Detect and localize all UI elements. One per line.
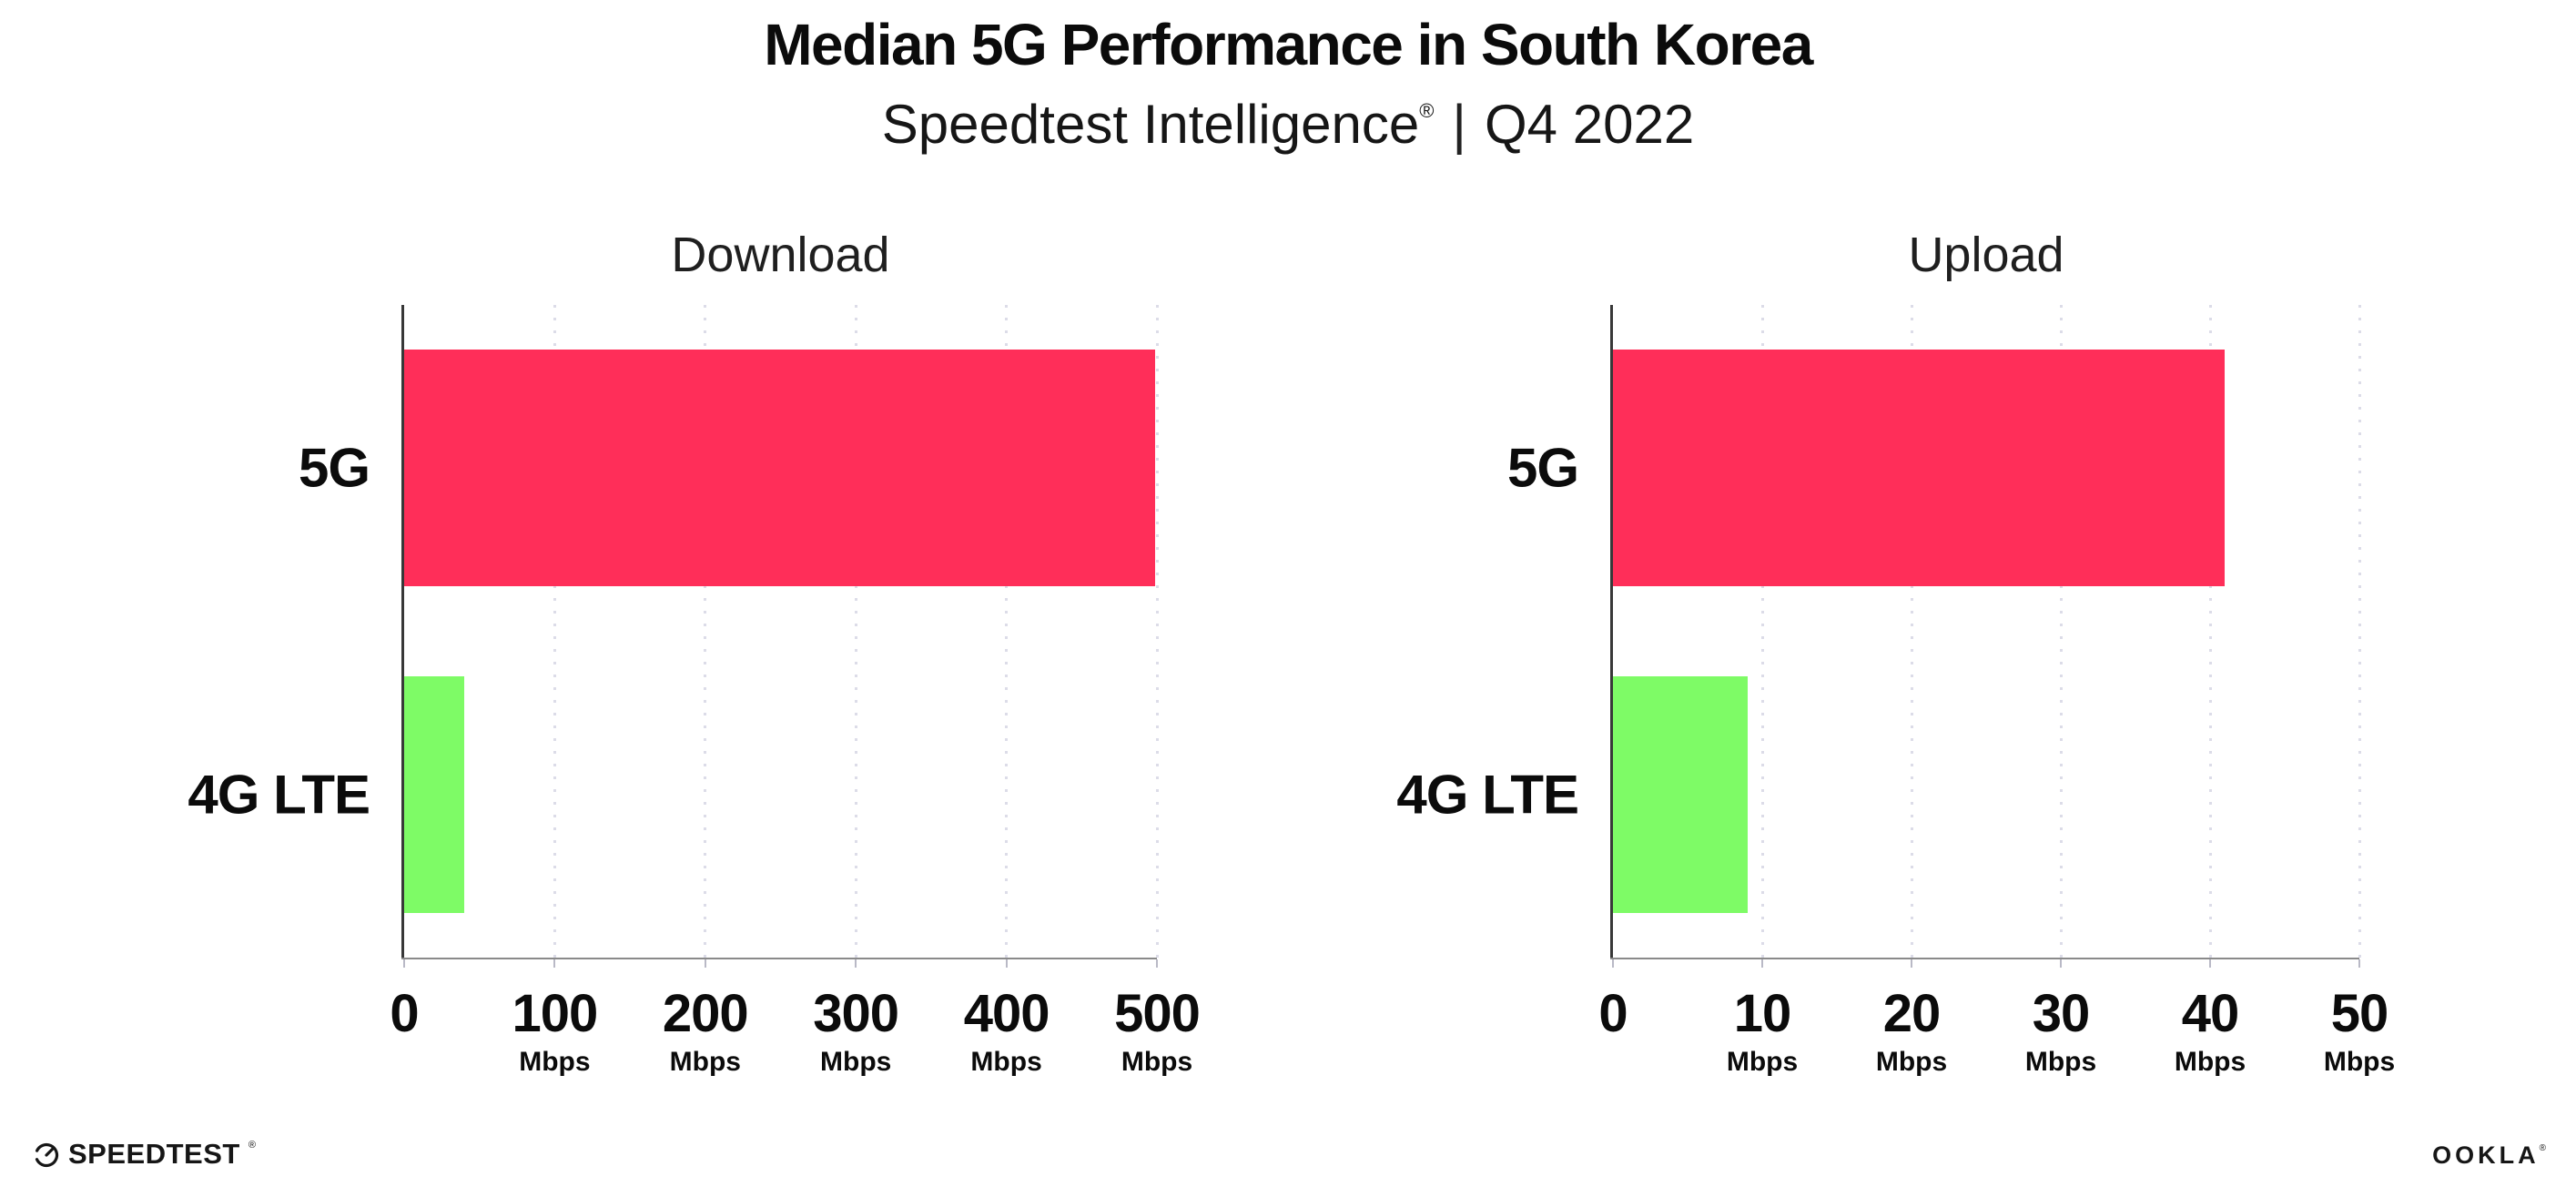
page-title: Median 5G Performance in South Korea (764, 12, 1813, 77)
axis-tick (704, 959, 706, 968)
x-tick-label: 30 (2032, 984, 2091, 1043)
axis-tick (855, 959, 857, 968)
category-label: 5G (298, 437, 370, 499)
subtitle-period: Q4 2022 (1485, 94, 1695, 155)
x-tick-label: 200 (662, 984, 749, 1043)
axis-tick (1156, 959, 1158, 968)
axis-tick (553, 959, 556, 968)
x-tick-unit-label: Mbps (1121, 1047, 1193, 1077)
gridline (2358, 305, 2361, 958)
x-tick-label: 20 (1882, 984, 1942, 1043)
speedtest-registered-icon: ® (248, 1140, 256, 1151)
x-tick-label: 0 (1598, 984, 1628, 1043)
x-tick-label: 100 (512, 984, 599, 1043)
gridline (2059, 305, 2063, 958)
axis-tick (1005, 959, 1008, 968)
chart-title: Upload (1908, 228, 2064, 282)
page-subtitle: Speedtest Intelligence® | Q4 2022 (0, 93, 2576, 156)
subtitle-separator: | (1452, 94, 1467, 155)
gridline (1005, 305, 1009, 958)
bar-5g (404, 350, 1156, 587)
category-label: 5G (1506, 437, 1579, 499)
axis-tick (1911, 959, 1912, 968)
x-axis-line (401, 958, 1157, 959)
category-label: 4G LTE (1396, 764, 1579, 826)
x-tick-label: 50 (2330, 984, 2389, 1043)
x-tick-unit-label: Mbps (970, 1047, 1042, 1077)
y-axis-line (1610, 305, 1613, 958)
x-tick-unit-label: Mbps (1726, 1047, 1799, 1077)
x-tick-unit-label: Mbps (669, 1047, 741, 1077)
bar-4g-lte (404, 675, 465, 913)
gridline (1910, 305, 1913, 958)
ookla-wordmark: OOKLA (2432, 1141, 2540, 1169)
x-tick-unit-label: Mbps (2174, 1047, 2246, 1077)
x-axis-line (1610, 958, 2359, 959)
gauge-icon (33, 1141, 60, 1168)
bar-4g-lte (1613, 675, 1748, 913)
y-axis-line (401, 305, 404, 958)
x-tick-unit-label: Mbps (519, 1047, 591, 1077)
category-label: 4G LTE (188, 764, 370, 826)
axis-tick (1761, 959, 1763, 968)
x-tick-unit-label: Mbps (2024, 1047, 2097, 1077)
x-tick-unit-label: Mbps (820, 1047, 892, 1077)
speedtest-logo: SPEEDTEST ® (33, 1140, 256, 1168)
subtitle-brand: Speedtest Intelligence (881, 94, 1420, 155)
gridline (704, 305, 707, 958)
gridline (1155, 305, 1159, 958)
x-tick-unit-label: Mbps (2323, 1047, 2396, 1077)
gridline (1760, 305, 1764, 958)
gridline (2208, 305, 2212, 958)
ookla-logo: OOKLA® (2432, 1143, 2546, 1168)
x-tick-label: 40 (2181, 984, 2240, 1043)
axis-tick (1612, 959, 1614, 968)
gridline (553, 305, 556, 958)
ookla-registered-icon: ® (2539, 1143, 2546, 1153)
x-tick-label: 0 (390, 984, 419, 1043)
x-tick-label: 400 (963, 984, 1050, 1043)
x-tick-unit-label: Mbps (1875, 1047, 1948, 1077)
axis-tick (2060, 959, 2062, 968)
axis-tick (403, 959, 405, 968)
bar-5g (1613, 350, 2226, 587)
x-tick-label: 10 (1733, 984, 1792, 1043)
gridline (854, 305, 857, 958)
axis-tick (2358, 959, 2360, 968)
chart-title: Download (671, 228, 890, 282)
x-tick-label: 300 (813, 984, 899, 1043)
axis-tick (2209, 959, 2211, 968)
x-tick-label: 500 (1114, 984, 1201, 1043)
speedtest-wordmark: SPEEDTEST (68, 1138, 240, 1170)
registered-trademark-icon: ® (1419, 99, 1435, 122)
